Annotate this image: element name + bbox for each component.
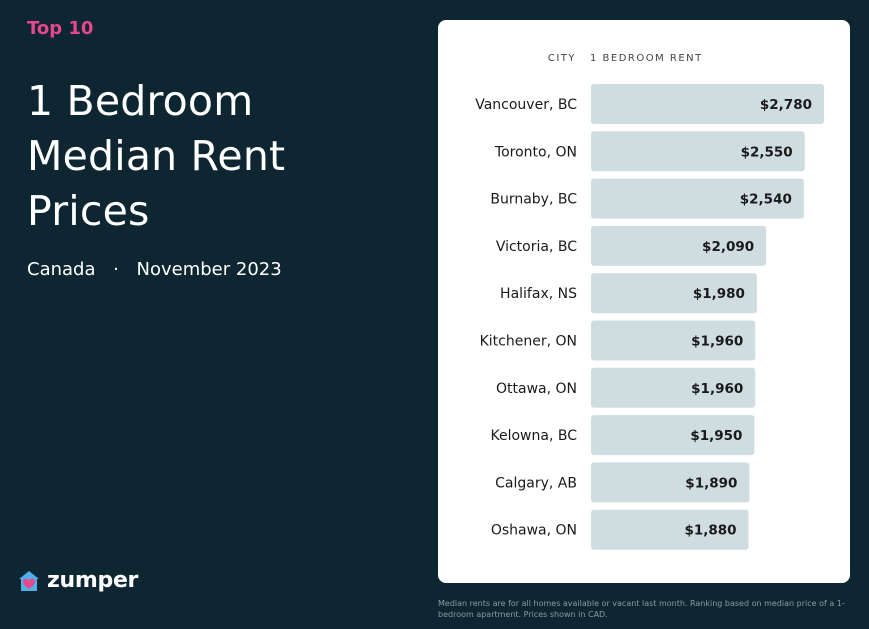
city-label: Victoria, BC <box>496 239 577 255</box>
value-label: $2,540 <box>740 192 792 208</box>
bar-4 <box>591 273 757 314</box>
city-label: Toronto, ON <box>494 144 577 160</box>
column-header-city: CITY <box>547 53 576 64</box>
city-label: Kelowna, BC <box>491 428 578 444</box>
column-header-rent: 1 BEDROOM RENT <box>590 53 703 64</box>
bar-8 <box>591 462 750 503</box>
value-label: $1,960 <box>691 334 743 350</box>
date-label: November 2023 <box>136 259 282 280</box>
city-label: Calgary, AB <box>495 475 577 491</box>
bar-chart: Vancouver, BC $2,780 Toronto, ON $2,550 Burn… <box>475 84 824 550</box>
bar-7 <box>591 415 755 456</box>
title-line-1: 1 Bedroom <box>27 77 254 125</box>
country-label: Canada <box>27 259 96 280</box>
value-label: $1,960 <box>691 381 743 397</box>
city-label: Oshawa, ON <box>491 523 577 539</box>
city-label: Halifax, NS <box>500 286 577 302</box>
separator-dot: · <box>113 259 119 280</box>
page-title: 1 Bedroom Median Rent Prices <box>27 74 285 239</box>
bar-0 <box>591 84 824 124</box>
kicker-label: Top 10 <box>27 18 94 39</box>
title-line-3: Prices <box>27 187 150 235</box>
zumper-logo: zumper <box>17 568 138 593</box>
logo-text: zumper <box>47 568 139 593</box>
bar-6 <box>591 367 756 408</box>
chart-card: CITY 1 BEDROOM RENT Vancouver, BC $2,780 T… <box>438 20 850 583</box>
city-label: Ottawa, ON <box>496 381 577 397</box>
footnote: Median rents are for all homes available… <box>438 599 845 619</box>
value-label: $2,780 <box>760 97 812 113</box>
value-label: $1,890 <box>685 475 737 491</box>
value-label: $1,950 <box>690 428 742 444</box>
city-label: Vancouver, BC <box>475 97 577 113</box>
city-label: Kitchener, ON <box>480 334 577 350</box>
bar-1 <box>591 131 805 172</box>
value-label: $2,550 <box>741 144 793 160</box>
value-label: $1,980 <box>693 286 745 302</box>
value-label: $1,880 <box>684 523 736 539</box>
bar-3 <box>591 225 767 266</box>
house-heart-icon <box>19 570 39 591</box>
title-line-2: Median Rent <box>27 132 286 180</box>
city-label: Burnaby, BC <box>490 192 577 208</box>
subtitle: Canada · November 2023 <box>27 259 282 280</box>
bar-2 <box>591 178 804 219</box>
bar-9 <box>591 509 749 550</box>
bar-5 <box>591 320 756 361</box>
value-label: $2,090 <box>702 239 754 255</box>
